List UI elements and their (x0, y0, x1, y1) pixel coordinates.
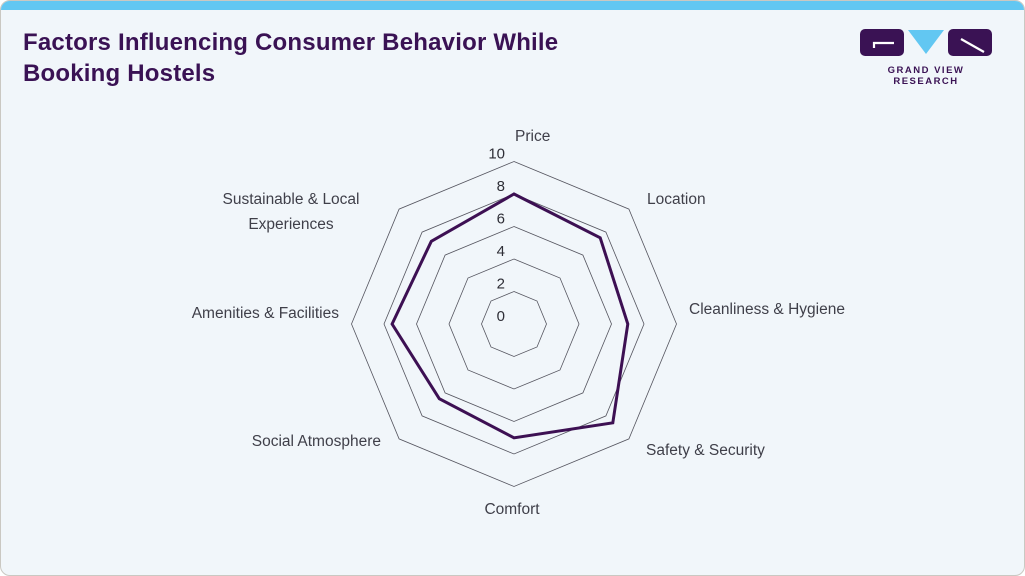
radar-data-polygon (390, 192, 630, 440)
gvr-triangle-icon (908, 30, 944, 54)
radar-axis-label: Price (515, 128, 550, 145)
radar-tick-label: 8 (497, 178, 505, 195)
radar-grid-ring (481, 291, 547, 357)
gvr-logo-graphic (860, 29, 992, 56)
radar-grid-ring (351, 161, 677, 487)
radar-tick-label: 6 (497, 210, 505, 227)
radar-axis-label: Cleanliness & Hygiene (689, 301, 845, 318)
radar-axis-label: Safety & Security (646, 442, 765, 459)
radar-tick-label: 4 (497, 243, 505, 260)
radar-grid-ring (448, 258, 580, 390)
radar-axis-label: Amenities & Facilities (192, 305, 340, 322)
top-accent-bar (1, 1, 1024, 10)
gvr-right-glyph (960, 38, 985, 53)
radar-axis-label: Location (647, 191, 706, 208)
logo-caption: GRAND VIEW RESEARCH (887, 65, 965, 87)
radar-grid-ring (416, 226, 612, 422)
radar-axis-label: Social Atmosphere (252, 433, 381, 450)
gvr-left-glyph (872, 41, 894, 48)
radar-tick-label: 0 (497, 308, 505, 325)
radar-tick-label: 2 (497, 275, 505, 292)
radar-axis-label: Sustainable & Local Experiences (222, 191, 359, 233)
radar-axis-label: Comfort (484, 501, 540, 518)
gvr-logo: GRAND VIEW RESEARCH (856, 29, 996, 87)
page-title: Factors Influencing Consumer Behavior Wh… (23, 29, 559, 87)
radar-grid-ring (383, 193, 645, 455)
radar-tick-label: 10 (488, 145, 505, 162)
